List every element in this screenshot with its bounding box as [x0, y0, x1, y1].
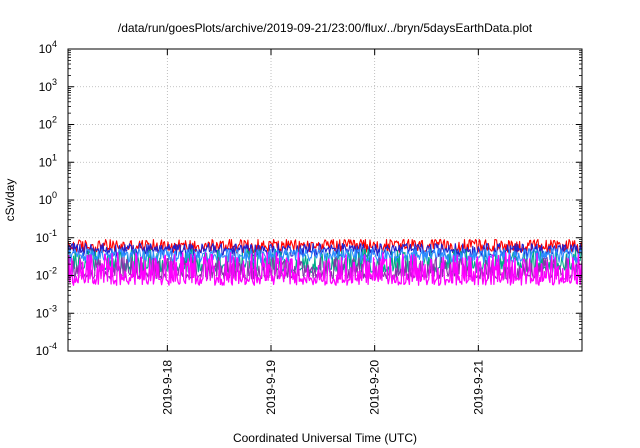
series-line	[67, 238, 583, 254]
y-tick-labels: 10-4 10-3 10-2 10-1 100 101 102 103 104	[36, 39, 57, 358]
axis-ticks	[68, 48, 582, 352]
series-line	[67, 252, 583, 286]
y-tick-label: 102	[39, 115, 57, 132]
y-axis-label: cSv/day	[3, 179, 17, 222]
y-tick-label: 100	[39, 190, 57, 207]
y-tick-label: 104	[39, 39, 57, 56]
x-tick-label: 2019-9-20	[368, 360, 382, 415]
series-line	[67, 248, 583, 264]
x-tick-labels: 2019-9-18 2019-9-19 2019-9-20 2019-9-21	[160, 360, 485, 415]
grid-lines	[68, 49, 582, 351]
chart-title: /data/run/goesPlots/archive/2019-09-21/2…	[118, 21, 533, 35]
y-tick-label: 101	[39, 152, 57, 169]
x-tick-label: 2019-9-19	[264, 360, 278, 415]
y-tick-label: 10-1	[36, 228, 57, 245]
y-tick-label: 103	[39, 77, 57, 94]
plot-frame	[67, 48, 583, 352]
y-tick-label: 10-4	[36, 341, 57, 358]
x-axis-label: Coordinated Universal Time (UTC)	[233, 431, 417, 445]
x-tick-label: 2019-9-18	[160, 360, 174, 415]
series-lines	[67, 238, 583, 286]
x-tick-label: 2019-9-21	[471, 360, 485, 415]
y-tick-label: 10-3	[36, 303, 57, 320]
y-tick-label: 10-2	[36, 266, 57, 283]
